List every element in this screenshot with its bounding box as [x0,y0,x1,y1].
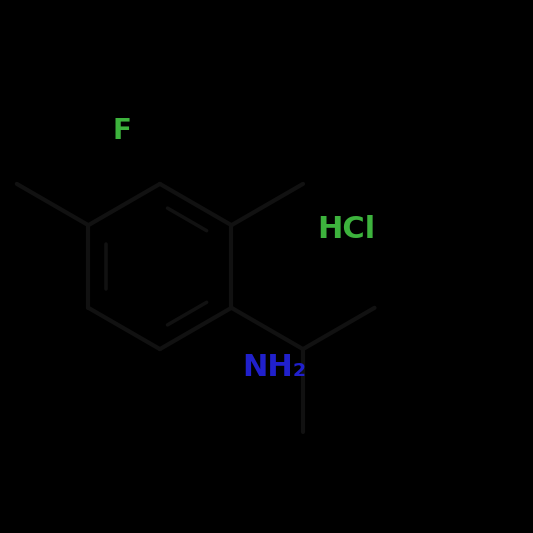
Text: F: F [112,117,131,144]
Text: NH₂: NH₂ [243,353,306,382]
Text: HCl: HCl [317,215,375,244]
